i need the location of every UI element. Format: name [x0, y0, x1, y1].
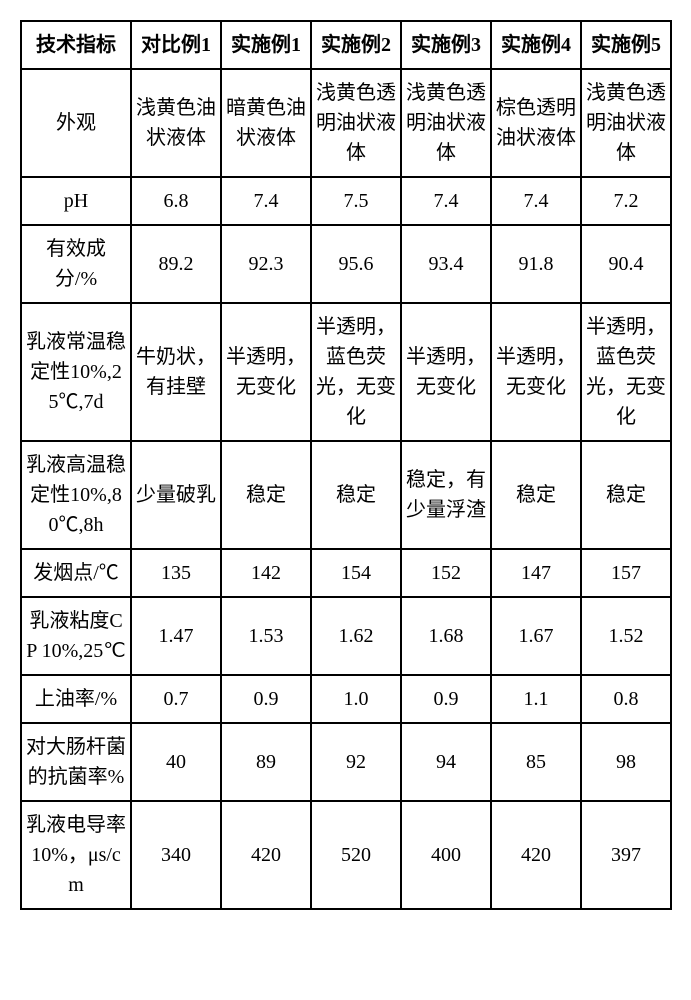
col-header-1: 对比例1 [131, 21, 221, 69]
cell: 89 [221, 723, 311, 801]
row-label: 乳液常温稳定性10%,25℃,7d [21, 303, 131, 441]
table-row: 乳液电导率10%，μs/cm 340 420 520 400 420 397 [21, 801, 671, 909]
cell: 154 [311, 549, 401, 597]
data-table: 技术指标 对比例1 实施例1 实施例2 实施例3 实施例4 实施例5 外观 浅黄… [20, 20, 672, 910]
cell: 85 [491, 723, 581, 801]
cell: 157 [581, 549, 671, 597]
row-label: 乳液高温稳定性10%,80℃,8h [21, 441, 131, 549]
col-header-6: 实施例5 [581, 21, 671, 69]
table-row: pH 6.8 7.4 7.5 7.4 7.4 7.2 [21, 177, 671, 225]
cell: 稳定 [491, 441, 581, 549]
cell: 397 [581, 801, 671, 909]
table-row: 外观 浅黄色油状液体 暗黄色油状液体 浅黄色透明油状液体 浅黄色透明油状液体 棕… [21, 69, 671, 177]
table-header-row: 技术指标 对比例1 实施例1 实施例2 实施例3 实施例4 实施例5 [21, 21, 671, 69]
cell: 7.5 [311, 177, 401, 225]
cell: 6.8 [131, 177, 221, 225]
cell: 稳定 [581, 441, 671, 549]
cell: 半透明，无变化 [401, 303, 491, 441]
cell: 340 [131, 801, 221, 909]
row-label: 有效成分/% [21, 225, 131, 303]
cell: 92 [311, 723, 401, 801]
cell: 浅黄色油状液体 [131, 69, 221, 177]
cell: 0.9 [221, 675, 311, 723]
col-header-2: 实施例1 [221, 21, 311, 69]
table-body: 外观 浅黄色油状液体 暗黄色油状液体 浅黄色透明油状液体 浅黄色透明油状液体 棕… [21, 69, 671, 909]
cell: 93.4 [401, 225, 491, 303]
table-row: 对大肠杆菌的抗菌率% 40 89 92 94 85 98 [21, 723, 671, 801]
cell: 1.0 [311, 675, 401, 723]
cell: 1.52 [581, 597, 671, 675]
cell: 90.4 [581, 225, 671, 303]
cell: 152 [401, 549, 491, 597]
table-row: 乳液粘度CP 10%,25℃ 1.47 1.53 1.62 1.68 1.67 … [21, 597, 671, 675]
cell: 420 [221, 801, 311, 909]
cell: 98 [581, 723, 671, 801]
col-header-4: 实施例3 [401, 21, 491, 69]
col-header-5: 实施例4 [491, 21, 581, 69]
cell: 520 [311, 801, 401, 909]
row-label: 发烟点/℃ [21, 549, 131, 597]
row-label: pH [21, 177, 131, 225]
cell: 半透明，蓝色荧光，无变化 [311, 303, 401, 441]
col-header-3: 实施例2 [311, 21, 401, 69]
cell: 稳定 [221, 441, 311, 549]
cell: 92.3 [221, 225, 311, 303]
cell: 0.8 [581, 675, 671, 723]
cell: 420 [491, 801, 581, 909]
cell: 牛奶状，有挂壁 [131, 303, 221, 441]
row-label: 上油率/% [21, 675, 131, 723]
cell: 1.53 [221, 597, 311, 675]
cell: 0.9 [401, 675, 491, 723]
cell: 7.2 [581, 177, 671, 225]
row-label: 外观 [21, 69, 131, 177]
cell: 棕色透明油状液体 [491, 69, 581, 177]
cell: 暗黄色油状液体 [221, 69, 311, 177]
cell: 浅黄色透明油状液体 [311, 69, 401, 177]
table-row: 上油率/% 0.7 0.9 1.0 0.9 1.1 0.8 [21, 675, 671, 723]
cell: 147 [491, 549, 581, 597]
row-label: 乳液电导率10%，μs/cm [21, 801, 131, 909]
row-label: 乳液粘度CP 10%,25℃ [21, 597, 131, 675]
cell: 半透明，蓝色荧光，无变化 [581, 303, 671, 441]
cell: 1.1 [491, 675, 581, 723]
cell: 稳定 [311, 441, 401, 549]
cell: 94 [401, 723, 491, 801]
cell: 142 [221, 549, 311, 597]
table-row: 乳液常温稳定性10%,25℃,7d 牛奶状，有挂壁 半透明，无变化 半透明，蓝色… [21, 303, 671, 441]
cell: 浅黄色透明油状液体 [401, 69, 491, 177]
cell: 135 [131, 549, 221, 597]
cell: 1.67 [491, 597, 581, 675]
cell: 40 [131, 723, 221, 801]
cell: 7.4 [221, 177, 311, 225]
cell: 7.4 [491, 177, 581, 225]
cell: 1.47 [131, 597, 221, 675]
cell: 稳定，有少量浮渣 [401, 441, 491, 549]
table-row: 发烟点/℃ 135 142 154 152 147 157 [21, 549, 671, 597]
cell: 89.2 [131, 225, 221, 303]
cell: 1.68 [401, 597, 491, 675]
cell: 7.4 [401, 177, 491, 225]
table-row: 乳液高温稳定性10%,80℃,8h 少量破乳 稳定 稳定 稳定，有少量浮渣 稳定… [21, 441, 671, 549]
cell: 91.8 [491, 225, 581, 303]
row-label: 对大肠杆菌的抗菌率% [21, 723, 131, 801]
cell: 浅黄色透明油状液体 [581, 69, 671, 177]
cell: 半透明，无变化 [491, 303, 581, 441]
cell: 95.6 [311, 225, 401, 303]
table-row: 有效成分/% 89.2 92.3 95.6 93.4 91.8 90.4 [21, 225, 671, 303]
cell: 半透明，无变化 [221, 303, 311, 441]
col-header-0: 技术指标 [21, 21, 131, 69]
cell: 400 [401, 801, 491, 909]
cell: 0.7 [131, 675, 221, 723]
cell: 少量破乳 [131, 441, 221, 549]
cell: 1.62 [311, 597, 401, 675]
